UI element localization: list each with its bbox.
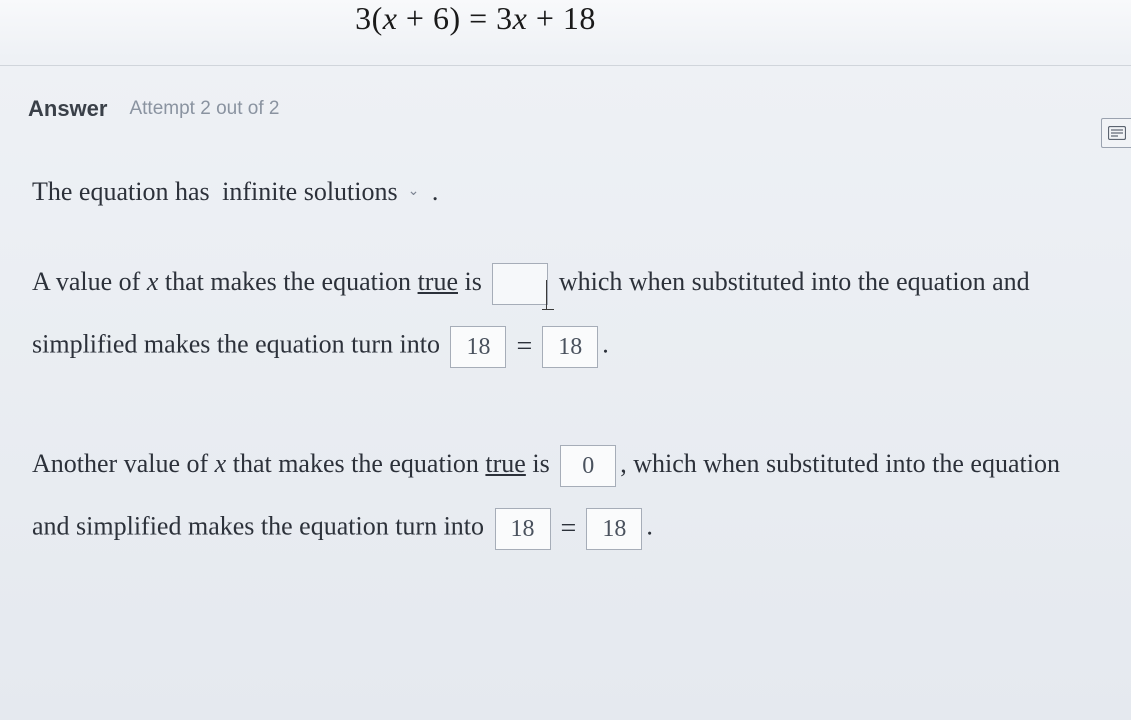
help-icon[interactable] <box>1101 118 1131 148</box>
x-value-input-1[interactable] <box>492 263 548 305</box>
x-value-input-2[interactable]: 0 <box>560 445 616 487</box>
true-word: true <box>418 267 458 296</box>
dropdown-value: infinite solutions <box>222 172 398 211</box>
rhs-input-1[interactable]: 18 <box>542 326 598 368</box>
variable-x: x <box>215 449 227 478</box>
true-word: true <box>485 449 525 478</box>
lhs-input-1[interactable]: 18 <box>450 326 506 368</box>
equals-sign: = <box>516 331 532 362</box>
equals-sign: = <box>561 513 577 544</box>
first-value-statement: A value of x that makes the equation tru… <box>32 251 1099 381</box>
solution-type-line: The equation has infinite solutions ⌄ . <box>32 170 1099 213</box>
variable-x: x <box>147 267 159 296</box>
second-value-statement: Another value of x that makes the equati… <box>32 433 1099 563</box>
solution-type-dropdown[interactable]: infinite solutions ⌄ <box>216 170 425 213</box>
equation-display: 3(x + 6) = 3x + 18 <box>0 0 1131 65</box>
answer-label: Answer <box>28 96 107 122</box>
rhs-input-2[interactable]: 18 <box>586 508 642 550</box>
lhs-input-2[interactable]: 18 <box>495 508 551 550</box>
chevron-down-icon: ⌄ <box>408 181 420 202</box>
text-suffix: . <box>432 177 439 206</box>
attempt-counter: Attempt 2 out of 2 <box>129 98 279 120</box>
text-prefix: The equation has <box>32 177 210 206</box>
answer-header: Answer Attempt 2 out of 2 <box>28 96 1103 122</box>
